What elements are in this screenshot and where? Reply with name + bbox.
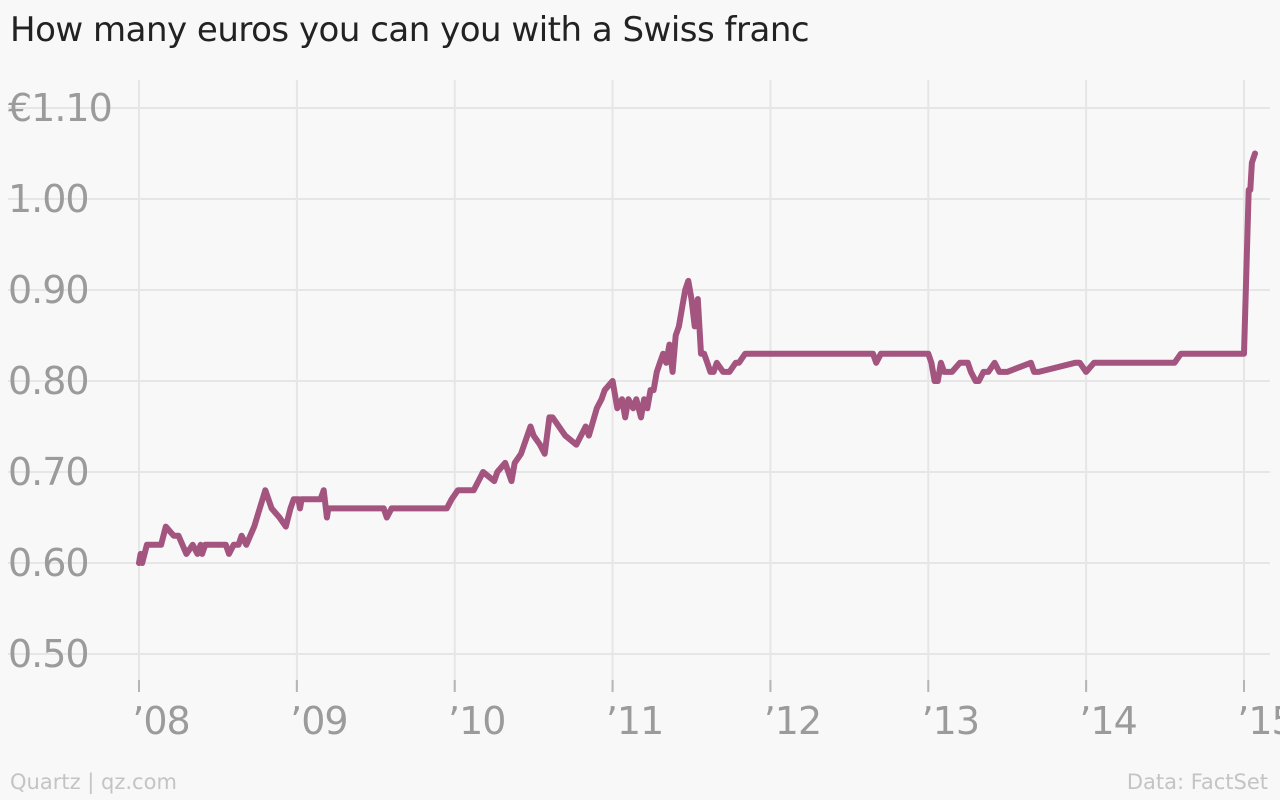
x-tick-label: ’11 xyxy=(606,699,663,743)
x-tick-label: ’14 xyxy=(1079,699,1136,743)
y-tick-label: 0.80 xyxy=(8,359,89,403)
y-tick-label: 1.00 xyxy=(8,177,89,221)
chart-title: How many euros you can you with a Swiss … xyxy=(10,10,810,50)
x-tick-label: ’10 xyxy=(448,699,505,743)
x-tick-label: ’15 xyxy=(1237,699,1280,743)
series-line xyxy=(136,150,1258,566)
y-tick-label: 0.50 xyxy=(8,632,89,676)
footer-source: Data: FactSet xyxy=(1126,770,1268,794)
y-tick-label: 0.60 xyxy=(8,541,89,585)
x-tick-label: ’08 xyxy=(132,699,189,743)
y-tick-label: 0.70 xyxy=(8,450,89,494)
x-tick-label: ’13 xyxy=(922,699,979,743)
y-axis-tick-labels: €1.10 1.00 0.90 0.80 0.70 0.60 0.50 xyxy=(8,86,113,676)
series-layer xyxy=(136,150,1258,566)
y-gridlines xyxy=(8,107,1270,655)
x-gridlines xyxy=(138,80,1245,692)
footer-credit: Quartz | qz.com xyxy=(10,770,177,794)
line-chart: €1.101.000.900.800.700.600.50 ’08’09’10’… xyxy=(8,80,1280,743)
x-axis-tick-labels: ’08 ’09 ’10 ’11 ’12 ’13 ’14 ’15 xyxy=(132,699,1280,743)
y-tick-label: €1.10 xyxy=(8,86,112,130)
y-tick-label: 0.90 xyxy=(8,268,89,312)
x-tick-label: ’09 xyxy=(290,699,347,743)
x-tick-label: ’12 xyxy=(764,699,821,743)
